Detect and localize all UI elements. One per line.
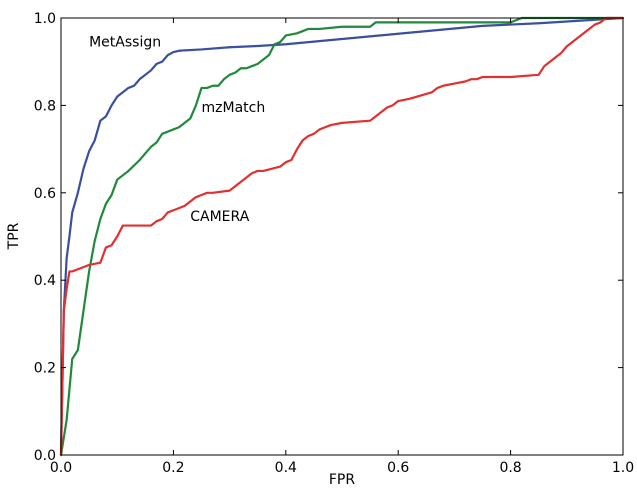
y-tick-label: 0.0 <box>34 448 56 464</box>
y-tick-label: 0.4 <box>34 273 56 289</box>
x-tick-label: 0.8 <box>499 460 521 476</box>
y-tick-label: 0.8 <box>34 98 56 114</box>
x-tick-label: 0.6 <box>387 460 409 476</box>
tick-layer: 0.0 0.2 0.4 0.6 0.8 1.0 0.0 0.2 0.4 0.6 0.8 1.0 <box>34 11 634 476</box>
x-axis-label: FPR <box>329 472 355 488</box>
y-tick-label: 1.0 <box>34 11 56 27</box>
y-tick-label: 0.6 <box>34 186 56 202</box>
x-tick-label: 0.2 <box>162 460 184 476</box>
series-label-layer: MetAssign mzMatch CAMERA <box>89 34 265 225</box>
y-axis-label: TPR <box>6 222 22 250</box>
series-line-mzmatch <box>59 16 625 457</box>
y-tick-label: 0.2 <box>34 361 56 377</box>
series-line-metassign <box>59 16 625 457</box>
series-line-camera <box>59 16 625 457</box>
x-tick-label: 0.4 <box>275 460 297 476</box>
series-label-camera: CAMERA <box>190 209 249 225</box>
x-tick-label: 1.0 <box>612 460 634 476</box>
plot-frame <box>60 17 624 456</box>
x-tick-label: 0.0 <box>50 460 72 476</box>
series-label-mzmatch: mzMatch <box>202 100 266 116</box>
series-label-metassign: MetAssign <box>89 34 161 50</box>
series-layer <box>59 16 625 457</box>
